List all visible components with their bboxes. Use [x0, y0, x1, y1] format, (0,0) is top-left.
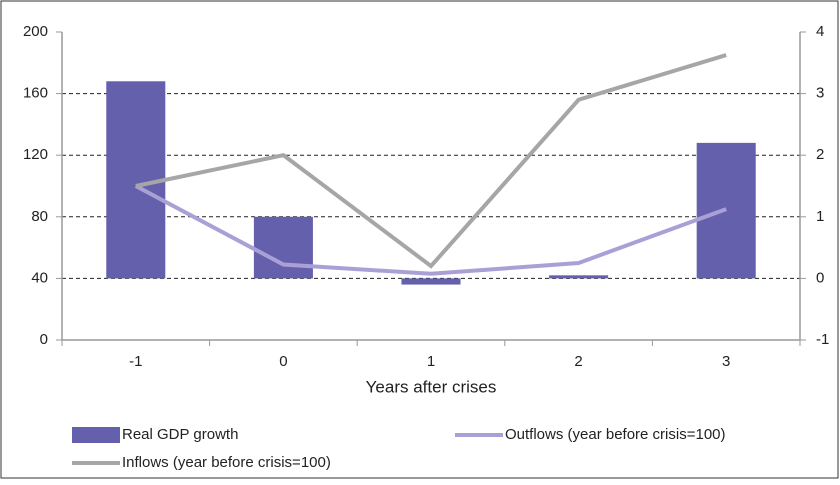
- y-tick-label: 200: [23, 23, 48, 40]
- y-tick-label: 160: [23, 85, 48, 102]
- bar: [253, 216, 313, 279]
- legend-label: Inflows (year before crisis=100): [122, 454, 331, 471]
- y2-tick-label: 1: [816, 208, 824, 225]
- y-tick-label: 80: [31, 208, 48, 225]
- x-axis-label: Years after crises: [366, 377, 497, 396]
- bar: [106, 81, 166, 279]
- y2-tick-label: 0: [816, 269, 824, 286]
- bar: [549, 275, 609, 279]
- y-tick-label: 40: [31, 269, 48, 286]
- x-tick-label: 3: [722, 353, 730, 370]
- x-tick-label: 1: [427, 353, 435, 370]
- legend-label: Outflows (year before crisis=100): [505, 426, 726, 443]
- y2-tick-label: -1: [816, 331, 829, 348]
- x-tick-label: -1: [129, 353, 142, 370]
- x-tick-label: 2: [574, 353, 582, 370]
- y-tick-label: 0: [40, 331, 48, 348]
- y2-tick-label: 3: [816, 85, 824, 102]
- y-tick-label: 120: [23, 146, 48, 163]
- line: [135, 53, 727, 269]
- bar: [401, 278, 461, 285]
- y2-tick-label: 4: [816, 23, 824, 40]
- y2-tick-label: 2: [816, 146, 824, 163]
- legend-label: Real GDP growth: [122, 426, 238, 443]
- line: [134, 184, 727, 276]
- x-tick-label: 0: [279, 353, 287, 370]
- legend-swatch: [72, 427, 120, 443]
